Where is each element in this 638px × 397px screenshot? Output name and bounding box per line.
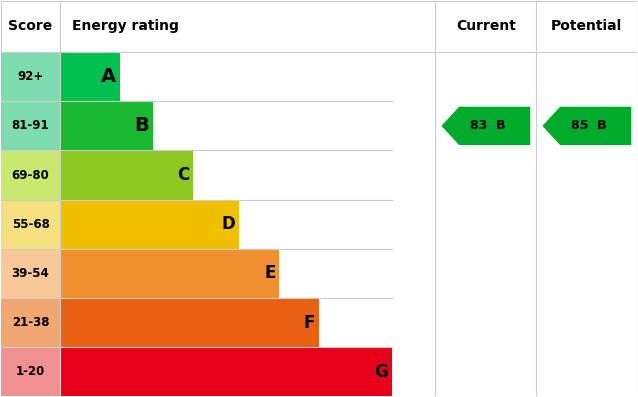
Text: 1-20: 1-20 xyxy=(16,365,45,378)
Text: 81-91: 81-91 xyxy=(11,119,49,132)
Polygon shape xyxy=(542,107,631,145)
Bar xyxy=(1,101,61,150)
Bar xyxy=(61,347,392,396)
Bar xyxy=(1,249,61,298)
Text: 69-80: 69-80 xyxy=(11,169,49,181)
Text: 21-38: 21-38 xyxy=(11,316,49,329)
Text: 39-54: 39-54 xyxy=(11,267,49,280)
Text: Potential: Potential xyxy=(551,19,623,33)
Text: 85  B: 85 B xyxy=(571,119,606,132)
Bar xyxy=(1,200,61,249)
Text: 83  B: 83 B xyxy=(470,119,505,132)
Bar xyxy=(1,150,61,200)
Text: 55-68: 55-68 xyxy=(11,218,49,231)
Bar xyxy=(1,298,61,347)
Bar xyxy=(1,52,61,101)
Text: G: G xyxy=(375,363,389,381)
Bar xyxy=(61,101,153,150)
Text: A: A xyxy=(101,67,116,86)
Text: Score: Score xyxy=(8,19,52,33)
Text: Energy rating: Energy rating xyxy=(72,19,179,33)
Text: 92+: 92+ xyxy=(17,70,43,83)
Text: F: F xyxy=(304,314,315,331)
Text: Current: Current xyxy=(456,19,516,33)
Text: D: D xyxy=(222,215,235,233)
Bar xyxy=(61,298,319,347)
Bar xyxy=(1,347,61,396)
Polygon shape xyxy=(441,107,530,145)
Text: E: E xyxy=(264,264,276,282)
Text: B: B xyxy=(135,116,149,135)
Bar xyxy=(61,200,239,249)
Text: C: C xyxy=(177,166,189,184)
Bar xyxy=(61,249,279,298)
Bar xyxy=(61,150,193,200)
Bar xyxy=(61,52,120,101)
